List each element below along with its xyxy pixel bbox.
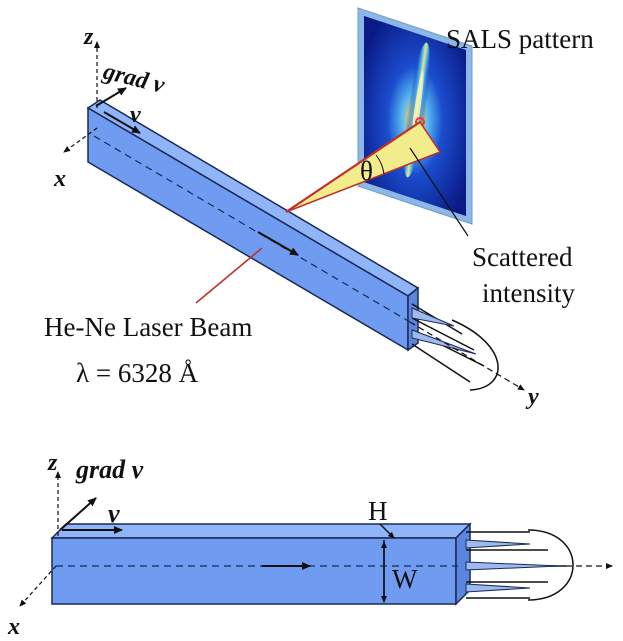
- theta-label: θ: [360, 156, 373, 186]
- top-channel: [86, 99, 499, 391]
- top-axis-y: y: [525, 384, 539, 410]
- bottom-v: v: [108, 499, 120, 528]
- wavelength-label: λ = 6328 Å: [76, 358, 199, 388]
- top-axis-z: z: [83, 24, 94, 50]
- bottom-figure: z x grad v v H W: [7, 450, 613, 640]
- scattered-intensity-label-line2: intensity: [482, 278, 575, 308]
- bottom-axis-z: z: [47, 450, 58, 476]
- top-axes: [63, 41, 525, 391]
- laser-pointer-line: [195, 247, 263, 304]
- top-axis-x: x: [53, 166, 66, 192]
- top-figure: z x y grad v v θ SALS pattern Scattered …: [44, 7, 594, 410]
- bottom-axes: [19, 471, 613, 607]
- top-grad-v: grad v: [100, 58, 168, 99]
- scattered-intensity-label-line1: Scattered: [472, 242, 573, 272]
- height-label: H: [368, 496, 388, 526]
- bottom-channel: [50, 522, 574, 606]
- scattering-cone: [285, 120, 469, 237]
- bottom-axis-x: x: [7, 614, 20, 640]
- sals-pattern-label: SALS pattern: [446, 24, 594, 54]
- width-label: W: [392, 564, 418, 594]
- laser-beam-label: He-Ne Laser Beam: [44, 312, 252, 342]
- top-v: v: [130, 102, 141, 128]
- bottom-grad-v: grad v: [75, 455, 144, 484]
